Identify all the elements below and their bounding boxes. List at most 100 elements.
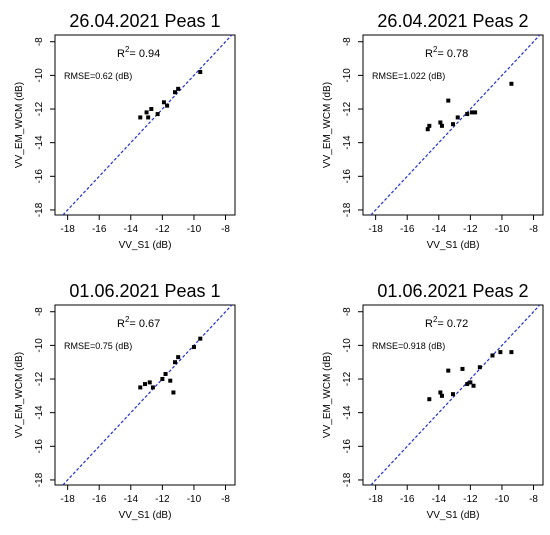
data-point [427, 397, 432, 402]
x-axis-label: VV_S1 (dB) [119, 240, 172, 251]
x-tick-label: -10 [187, 494, 202, 505]
data-point [477, 365, 482, 370]
rmse-annotation: RMSE=0.75 (dB) [64, 341, 132, 351]
data-point [509, 350, 514, 355]
data-point [425, 127, 430, 132]
y-tick-label: -8 [34, 307, 45, 316]
r-symbol: R [117, 48, 125, 60]
x-tick-label: -16 [400, 494, 415, 505]
data-point [173, 360, 177, 365]
x-tick-label: -14 [432, 224, 447, 235]
data-point [465, 382, 470, 387]
y-tick-label: -12 [34, 101, 45, 116]
y-tick-label: -8 [342, 37, 353, 46]
data-point [198, 336, 203, 341]
y-tick-label: -14 [342, 135, 353, 150]
x-axis-label: VV_S1 (dB) [427, 510, 480, 521]
x-tick-label: -16 [400, 224, 415, 235]
data-point [446, 368, 451, 373]
y-tick-label: -10 [342, 338, 353, 353]
one-to-one-line [370, 34, 541, 216]
data-point [176, 86, 181, 91]
r-superscript: 2 [433, 45, 438, 54]
y-axis-label: VV_EM_WCM (dB) [322, 352, 333, 438]
y-axis-label: VV_EM_WCM (dB) [14, 352, 25, 438]
r-symbol: R [425, 318, 433, 330]
y-tick-label: -10 [342, 68, 353, 83]
panel-title: 26.04.2021 Peas 1 [69, 11, 220, 31]
x-tick-label: -10 [495, 224, 510, 235]
data-point [469, 110, 474, 115]
x-tick-label: -8 [529, 494, 538, 505]
y-tick-label: -14 [34, 135, 45, 150]
y-tick-label: -18 [34, 202, 45, 217]
plot-frame [54, 34, 236, 216]
x-tick-label: -12 [463, 494, 478, 505]
y-tick-label: -8 [342, 307, 353, 316]
data-point [468, 380, 473, 385]
data-point [191, 345, 196, 350]
r-superscript: 2 [125, 45, 130, 54]
data-point [146, 115, 151, 120]
one-to-one-line [370, 304, 541, 486]
r-squared-value: = 0.67 [129, 318, 160, 330]
y-tick-label: -16 [34, 169, 45, 184]
r-symbol: R [425, 48, 433, 60]
data-point [438, 390, 443, 395]
data-point [143, 382, 147, 387]
one-to-one-line [62, 34, 233, 216]
data-point [438, 120, 443, 125]
panel-title: 01.06.2021 Peas 2 [377, 281, 528, 301]
y-axis-label: VV_EM_WCM (dB) [322, 82, 333, 168]
r-squared-value: = 0.72 [437, 318, 468, 330]
data-point [171, 390, 176, 395]
r-squared-annotation: R2= 0.72 [425, 315, 468, 330]
data-point [465, 112, 470, 117]
x-axis-label: VV_S1 (dB) [119, 510, 172, 521]
x-tick-label: -12 [155, 494, 170, 505]
x-tick-label: -14 [124, 494, 139, 505]
x-tick-label: -14 [124, 224, 139, 235]
x-tick-label: -18 [60, 224, 75, 235]
rmse-annotation: RMSE=0.62 (dB) [64, 71, 132, 81]
x-tick-label: -10 [495, 494, 510, 505]
r-squared-value: = 0.94 [129, 48, 160, 60]
data-point [198, 70, 203, 75]
panel-title: 26.04.2021 Peas 2 [377, 11, 528, 31]
data-point [168, 378, 173, 383]
y-tick-label: -18 [342, 202, 353, 217]
data-point [471, 383, 476, 388]
x-tick-label: -18 [368, 224, 383, 235]
data-point [451, 122, 455, 127]
x-axis-label: VV_S1 (dB) [427, 240, 480, 251]
x-tick-label: -16 [92, 494, 107, 505]
data-point [446, 98, 451, 103]
y-tick-label: -16 [342, 439, 353, 454]
x-tick-label: -8 [529, 224, 538, 235]
x-tick-label: -8 [221, 224, 230, 235]
plot-frame [54, 304, 236, 486]
x-tick-label: -18 [60, 494, 75, 505]
data-point [451, 392, 455, 397]
data-point [147, 380, 152, 385]
data-point [144, 110, 149, 115]
y-tick-label: -14 [34, 405, 45, 420]
x-tick-label: -10 [187, 224, 202, 235]
plot-frame [362, 304, 544, 486]
data-point [460, 366, 465, 371]
scatter-panel-2: 26.04.2021 Peas 2 -18 -16 -14 -12 -10 -8 -18 -16… [322, 11, 544, 251]
r-squared-annotation: R2= 0.78 [425, 45, 468, 60]
r-squared-annotation: R2= 0.67 [117, 315, 160, 330]
data-point [163, 371, 168, 376]
y-tick-label: -8 [34, 37, 45, 46]
x-tick-label: -8 [221, 494, 230, 505]
plot-frame [362, 34, 544, 216]
data-point [509, 81, 514, 86]
scatter-panel-4: 01.06.2021 Peas 2 -18 -16 -14 -12 -10 -8 -18 -16… [322, 281, 544, 521]
y-tick-label: -16 [342, 169, 353, 184]
data-point [138, 385, 143, 390]
data-point [155, 112, 160, 117]
y-tick-label: -10 [34, 338, 45, 353]
y-tick-label: -12 [342, 101, 353, 116]
